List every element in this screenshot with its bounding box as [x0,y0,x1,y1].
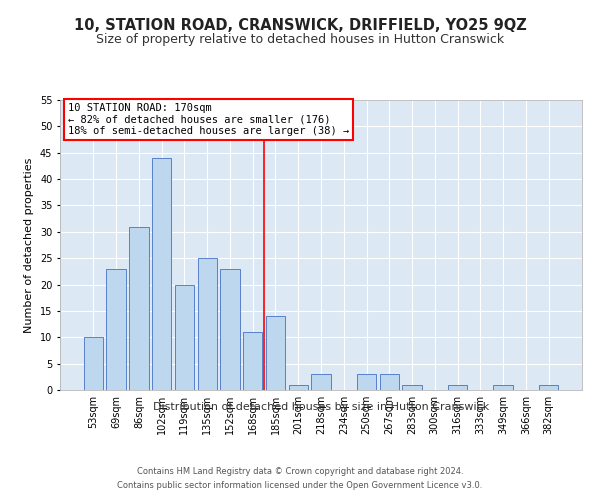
Bar [197,258,217,390]
Bar [357,374,376,390]
Bar [129,226,149,390]
Bar [311,374,331,390]
Text: Contains public sector information licensed under the Open Government Licence v3: Contains public sector information licen… [118,481,482,490]
Bar [493,384,513,390]
Bar [243,332,262,390]
Text: 10, STATION ROAD, CRANSWICK, DRIFFIELD, YO25 9QZ: 10, STATION ROAD, CRANSWICK, DRIFFIELD, … [74,18,526,32]
Text: 10 STATION ROAD: 170sqm
← 82% of detached houses are smaller (176)
18% of semi-d: 10 STATION ROAD: 170sqm ← 82% of detache… [68,103,349,136]
Bar [220,268,239,390]
Bar [403,384,422,390]
Bar [106,268,126,390]
Bar [448,384,467,390]
Bar [266,316,285,390]
Bar [84,338,103,390]
Bar [289,384,308,390]
Y-axis label: Number of detached properties: Number of detached properties [25,158,34,332]
Text: Contains HM Land Registry data © Crown copyright and database right 2024.: Contains HM Land Registry data © Crown c… [137,468,463,476]
Text: Distribution of detached houses by size in Hutton Cranswick: Distribution of detached houses by size … [153,402,489,412]
Text: Size of property relative to detached houses in Hutton Cranswick: Size of property relative to detached ho… [96,32,504,46]
Bar [539,384,558,390]
Bar [175,284,194,390]
Bar [152,158,172,390]
Bar [380,374,399,390]
